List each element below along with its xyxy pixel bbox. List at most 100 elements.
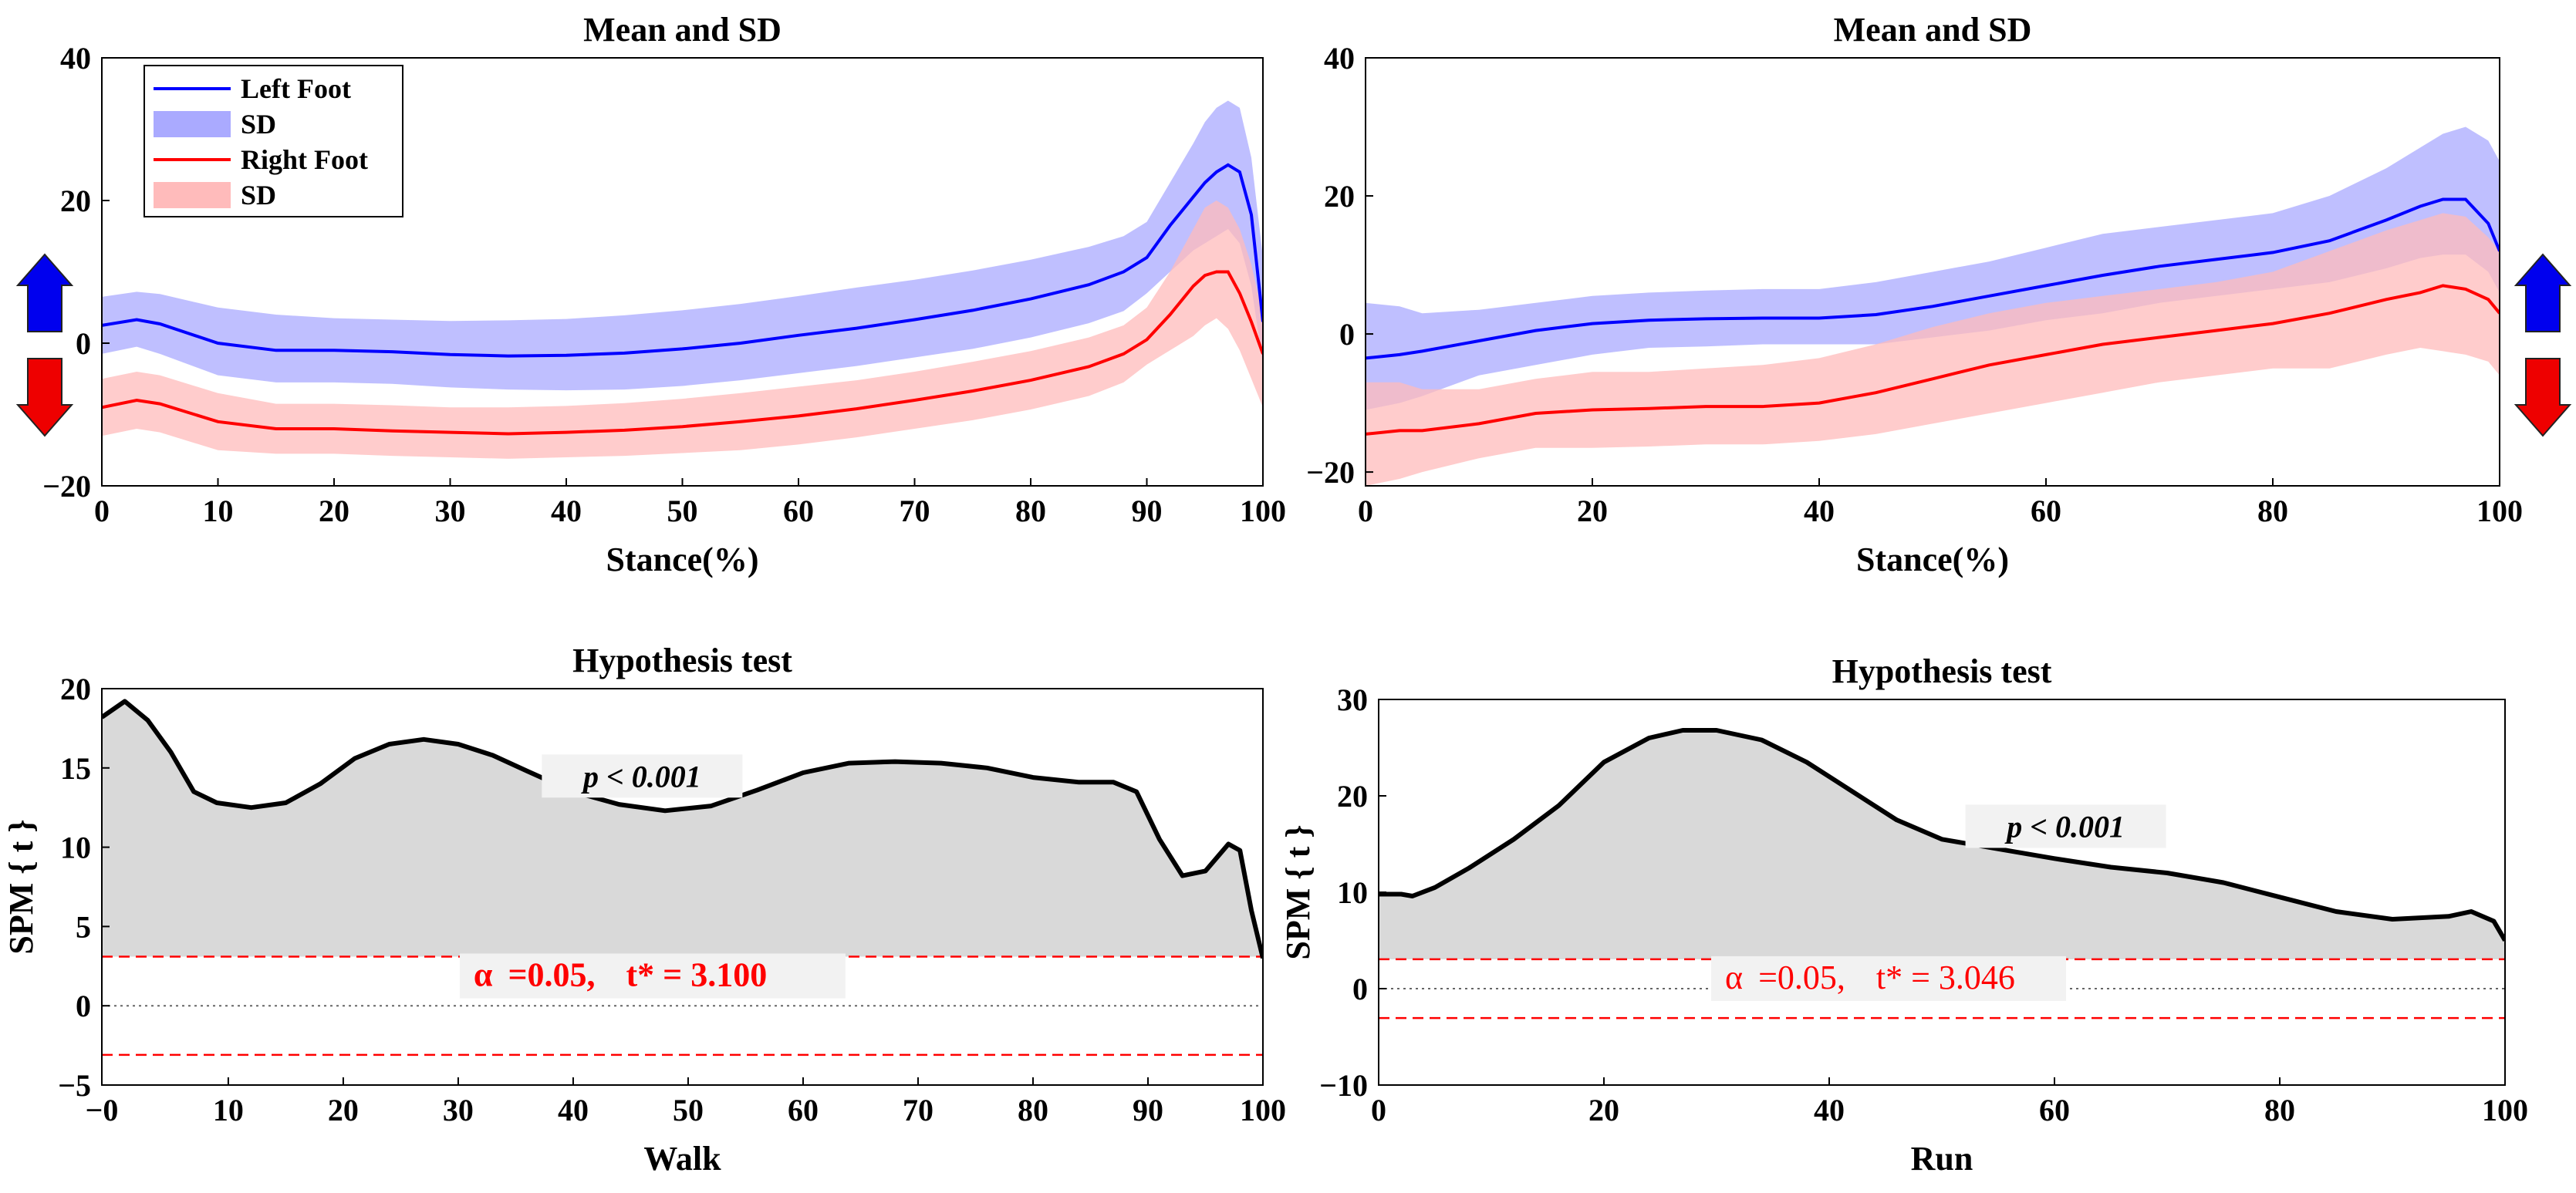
alpha-value: =0.05, <box>1758 959 1845 996</box>
y-tick-label: 20 <box>1337 779 1368 814</box>
x-tick-label: 40 <box>558 1093 589 1127</box>
x-tick-label: 20 <box>328 1093 359 1127</box>
x-axis-label: Walk <box>643 1140 721 1178</box>
x-tick-label: 100 <box>2482 1093 2528 1127</box>
sd-band-right-foot <box>102 201 1263 459</box>
x-tick-label: 0 <box>1371 1093 1386 1127</box>
x-tick-label: 30 <box>435 494 466 528</box>
t-critical: t* = 3.046 <box>1876 959 2015 996</box>
x-axis-label: Stance(%) <box>1856 541 2009 578</box>
x-tick-label: 10 <box>213 1093 244 1127</box>
mean-line-right-foot <box>102 270 1263 436</box>
p-value-box <box>542 754 743 798</box>
mean-line-left-foot <box>102 163 1263 358</box>
y-axis-label: SPM { t } <box>2 819 40 954</box>
x-tick-label: 70 <box>900 494 930 528</box>
arrow-down-icon <box>2514 358 2572 437</box>
y-tick-label: 10 <box>1337 875 1368 910</box>
legend-label: SD <box>241 109 276 140</box>
x-tick-label: 80 <box>1015 494 1046 528</box>
arrow-down-icon <box>15 358 74 437</box>
x-tick-label: 90 <box>1133 1093 1163 1127</box>
x-tick-label: 10 <box>203 494 234 528</box>
sd-band-left-foot <box>1366 126 2500 410</box>
x-tick-label: 100 <box>2476 494 2523 528</box>
x-tick-label: 100 <box>1240 494 1286 528</box>
x-tick-label: 60 <box>2039 1093 2070 1127</box>
x-tick-label: 60 <box>2031 494 2061 528</box>
x-axis-label: Run <box>1911 1140 1973 1178</box>
x-tick-label: 90 <box>1132 494 1163 528</box>
legend-label: Right Foot <box>241 144 368 175</box>
x-tick-label: 100 <box>1240 1093 1286 1127</box>
x-tick-label: 70 <box>903 1093 934 1127</box>
alpha-symbol: α <box>1725 959 1743 996</box>
alpha-box <box>459 953 846 999</box>
x-tick-label: 0 <box>94 494 110 528</box>
x-tick-label: 80 <box>2257 494 2288 528</box>
y-tick-label: 20 <box>60 672 91 706</box>
axes-frame <box>101 688 1264 1086</box>
y-tick-label: −10 <box>1319 1068 1368 1103</box>
y-tick-label: 15 <box>60 751 91 786</box>
chart-title: Mean and SD <box>1834 11 2032 49</box>
legend-patch-swatch <box>154 111 231 137</box>
legend-patch-swatch <box>154 182 231 208</box>
x-tick-label: 60 <box>788 1093 819 1127</box>
y-axis-label: SPM { t } <box>1279 824 1317 959</box>
x-tick-label: 80 <box>2264 1093 2295 1127</box>
sd-band-right-foot <box>1366 213 2500 486</box>
x-tick-label: −0 <box>86 1093 119 1127</box>
legend-label: Left Foot <box>241 73 351 104</box>
y-tick-label: −5 <box>58 1068 91 1103</box>
chart-walk-mean: Mean and SD0 10 20 30 40 50 60 70 80 90 100−200204… <box>42 11 1286 578</box>
x-axis-label: Stance(%) <box>606 541 759 578</box>
y-tick-label: 0 <box>76 989 91 1023</box>
y-tick-label: 5 <box>76 909 91 944</box>
alpha-box <box>1711 955 2066 1001</box>
suprathreshold-area <box>1379 730 2505 959</box>
alpha-symbol: α <box>474 955 493 993</box>
x-tick-label: 20 <box>319 494 349 528</box>
y-tick-label: 0 <box>1352 972 1368 1006</box>
legend: Left Foot SD Right Foot SD <box>143 65 403 217</box>
arrow-up-icon <box>15 253 74 332</box>
x-tick-label: 50 <box>673 1093 704 1127</box>
alpha-annotation: α =0.05, t* = 3.100 <box>474 955 767 993</box>
chart-title: Hypothesis test <box>572 642 792 679</box>
y-tick-label: 0 <box>76 326 91 361</box>
axes-frame <box>1365 57 2500 487</box>
x-tick-label: 80 <box>1018 1093 1048 1127</box>
alpha-annotation: α =0.05, t* = 3.046 <box>1725 959 2015 996</box>
y-tick-label: 40 <box>1324 41 1355 76</box>
arrow-up-icon <box>2514 253 2572 332</box>
x-tick-label: 50 <box>667 494 698 528</box>
mean-line-left-foot <box>1366 197 2500 360</box>
suprathreshold-area <box>102 701 1263 959</box>
alpha-value: =0.05, <box>508 955 595 993</box>
x-tick-label: 0 <box>1358 494 1373 528</box>
y-tick-label: −20 <box>1306 455 1355 490</box>
spm-t-curve <box>102 699 1263 959</box>
y-tick-label: 40 <box>60 41 91 76</box>
chart-title: Mean and SD <box>583 11 782 49</box>
x-tick-label: 40 <box>1804 494 1835 528</box>
mean-line-right-foot <box>1366 284 2500 436</box>
y-tick-label: −20 <box>42 469 91 504</box>
spm-t-curve <box>1379 728 2505 942</box>
legend-label: SD <box>241 180 276 211</box>
sd-band-left-foot <box>102 100 1263 391</box>
x-tick-label: 40 <box>551 494 582 528</box>
x-tick-label: 40 <box>1814 1093 1845 1127</box>
y-tick-label: 20 <box>60 184 91 218</box>
y-tick-label: 0 <box>1339 317 1355 352</box>
y-tick-label: 10 <box>60 831 91 865</box>
y-tick-label: 20 <box>1324 179 1355 214</box>
chart-title: Hypothesis test <box>1832 652 2052 690</box>
x-tick-label: 20 <box>1588 1093 1619 1127</box>
x-tick-label: 60 <box>783 494 814 528</box>
p-value-box <box>1965 804 2166 848</box>
